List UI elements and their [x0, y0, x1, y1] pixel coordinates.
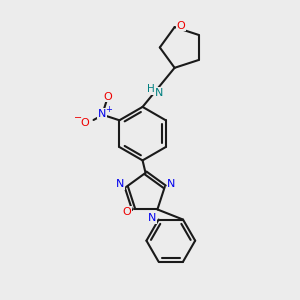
Text: N: N	[116, 179, 124, 190]
Text: +: +	[105, 105, 112, 114]
Text: N: N	[155, 88, 163, 98]
Text: N: N	[167, 179, 176, 190]
Text: −: −	[74, 113, 82, 124]
Text: O: O	[81, 118, 90, 128]
Text: H: H	[147, 84, 154, 94]
Text: O: O	[177, 21, 185, 31]
Text: N: N	[148, 213, 156, 223]
Text: N: N	[98, 109, 106, 119]
Text: O: O	[104, 92, 112, 102]
Text: O: O	[123, 207, 131, 217]
